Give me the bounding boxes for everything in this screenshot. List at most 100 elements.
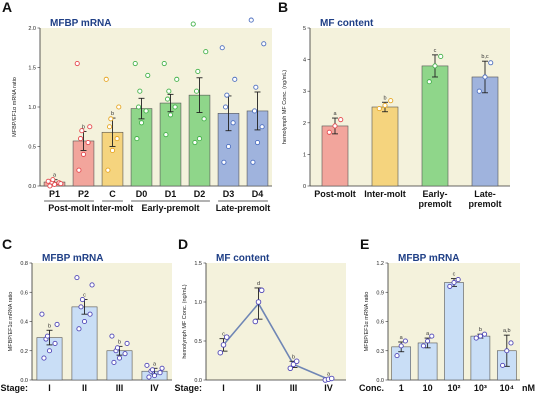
data-point xyxy=(87,124,93,130)
data-point xyxy=(109,147,116,153)
panel-d: D MF content 0.0 0.5 1.0 1.5 hemolymph MF Conc… xyxy=(174,236,346,393)
significance-letter: b xyxy=(111,111,114,117)
data-point xyxy=(145,72,151,78)
data-point xyxy=(429,333,435,339)
data-point xyxy=(255,299,262,305)
data-point xyxy=(54,321,60,327)
x-tick-label: I xyxy=(222,383,225,393)
y-tick-label: 1.0 xyxy=(194,300,202,306)
data-point xyxy=(159,365,165,371)
data-point xyxy=(136,104,142,110)
panel-label: E xyxy=(360,236,369,252)
significance-letter: b xyxy=(118,339,121,345)
x-tick-label: IV xyxy=(150,383,159,393)
data-point xyxy=(230,120,236,126)
data-point xyxy=(44,333,51,339)
data-point xyxy=(109,333,115,339)
data-point xyxy=(52,340,58,346)
bar xyxy=(371,106,399,187)
data-point xyxy=(388,98,394,104)
data-point xyxy=(45,178,51,184)
data-point xyxy=(116,104,122,110)
data-point xyxy=(382,102,388,108)
data-point xyxy=(259,124,265,130)
significance-letter: c xyxy=(83,293,86,299)
panel-label: D xyxy=(178,236,188,252)
data-point xyxy=(258,287,265,294)
y-tick-label: 0.5 xyxy=(194,339,202,345)
data-point xyxy=(111,359,117,366)
data-point xyxy=(78,304,84,310)
data-point xyxy=(223,334,230,340)
data-point xyxy=(80,151,87,157)
data-point xyxy=(482,74,488,80)
y-axis-label: MFBP/EF1α mRNA ratio xyxy=(364,292,370,352)
data-point xyxy=(402,338,408,344)
data-point xyxy=(85,139,91,146)
x-tick-label: 1 xyxy=(399,383,404,393)
chart-title: MFBP mRNA xyxy=(42,253,103,264)
significance-letter: a,b xyxy=(503,328,511,334)
data-point xyxy=(105,167,111,173)
y-tick-label: 2 xyxy=(303,121,306,127)
data-point xyxy=(332,123,338,129)
data-point xyxy=(338,117,344,123)
data-point xyxy=(74,61,80,67)
group-label: Early-premolt xyxy=(141,203,199,213)
data-point xyxy=(220,342,227,348)
x-tick-label: D2 xyxy=(194,189,206,199)
group-label: Post-molt xyxy=(48,203,90,213)
bar xyxy=(470,335,491,381)
data-point xyxy=(172,104,178,110)
significance-letter: a xyxy=(53,173,57,179)
data-point xyxy=(79,128,85,134)
x-tick-label: Inter-molt xyxy=(364,189,406,199)
y-tick-label: 1.5 xyxy=(28,66,36,72)
data-point xyxy=(482,331,488,337)
y-tick-label: 1.0 xyxy=(28,105,36,111)
panel-b: B MF content 0 1 2 3 4 5 hemolymph MF Conc. (ng/… xyxy=(278,0,510,209)
y-tick-label: 0.3 xyxy=(376,349,384,355)
data-point xyxy=(477,333,483,339)
x-tick-label: Early- xyxy=(422,189,447,199)
data-point xyxy=(108,116,114,122)
data-point xyxy=(252,318,259,325)
y-axis-label: hemolymph MF Conc. (ng/mL) xyxy=(282,70,288,144)
data-point xyxy=(116,355,123,361)
data-point xyxy=(293,358,300,365)
data-point xyxy=(157,370,163,376)
data-point xyxy=(451,279,457,286)
x-tick-label: III xyxy=(290,383,298,393)
x-tick-label: P1 xyxy=(49,189,60,199)
data-point xyxy=(132,61,138,67)
x-tick-label: C xyxy=(109,189,116,199)
data-point xyxy=(426,79,432,85)
data-point xyxy=(326,129,332,135)
data-point xyxy=(58,181,64,187)
data-point xyxy=(192,139,198,146)
group-label: Late-premolt xyxy=(216,203,271,213)
y-axis-label: MFBP/EF1α mRNA ratio xyxy=(12,77,18,137)
x-tick-label: D3 xyxy=(223,189,235,199)
y-tick-label: 0.4 xyxy=(20,320,28,326)
bar xyxy=(71,306,98,381)
y-tick-label: 0.6 xyxy=(376,320,384,326)
data-point xyxy=(144,362,150,368)
x-tick-label: 10³ xyxy=(474,383,487,393)
significance-letter: d xyxy=(257,281,260,287)
y-axis-label: MFBP/EF1α mRNA ratio xyxy=(8,292,14,352)
data-point xyxy=(76,326,82,332)
x-axis-prefix: Conc. xyxy=(359,383,384,393)
data-point xyxy=(89,282,95,288)
chart-title: MFBP mRNA xyxy=(50,18,111,29)
data-point xyxy=(174,76,180,82)
data-point xyxy=(138,120,145,126)
data-point xyxy=(261,41,267,47)
significance-letter: a xyxy=(327,371,331,377)
data-point xyxy=(107,124,113,130)
x-tick-label: I xyxy=(48,383,51,393)
data-point xyxy=(253,84,259,90)
data-point xyxy=(221,159,227,165)
data-point xyxy=(149,367,156,373)
